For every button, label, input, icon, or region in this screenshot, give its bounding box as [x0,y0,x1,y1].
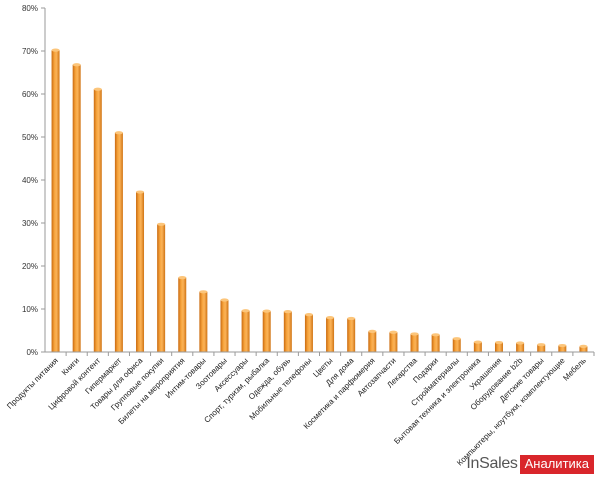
bar-cap [199,290,208,294]
bar-cap [262,309,271,313]
bar [347,318,356,352]
bar [72,64,81,352]
bar-cap [431,333,440,337]
bar [558,345,567,352]
bar-cap [579,344,588,349]
y-tick-label: 30% [22,219,38,228]
bar-cap [452,337,461,341]
bar-cap [368,329,377,333]
y-tick-label: 50% [22,133,38,142]
bars [51,48,588,353]
bar [452,338,461,352]
bar [199,291,208,352]
bar-cap [93,87,102,91]
bar-cap [283,309,292,314]
bar-cap [114,131,123,135]
bar [136,192,145,352]
bar [389,332,398,352]
bar-cap [347,316,356,321]
bar-cap [326,316,335,320]
bar-cap [537,343,546,347]
insales-analytics-logo: InSales Аналитика [466,454,594,474]
bar-cap [178,276,187,280]
bar [283,311,292,352]
bar-cap [410,332,419,336]
y-tick-label: 40% [22,176,38,185]
y-tick-label: 60% [22,90,38,99]
bar-cap [494,340,503,345]
bar-cap [72,63,81,67]
bar [537,344,546,352]
y-tick-label: 70% [22,47,38,56]
bar-cap [304,312,313,317]
bar [114,132,123,352]
x-category-label: Мебель [561,356,588,383]
brand-label: Аналитика [519,454,594,474]
bar-cap [558,343,567,348]
bar [157,224,166,352]
bar-cap [220,298,229,302]
y-tick-label: 10% [22,305,38,314]
bar [326,317,335,352]
bar [51,50,60,352]
bar [473,342,482,352]
bar-cap [157,222,166,226]
bar [579,346,588,352]
bar-cap [516,341,525,345]
y-axis: 0% 10% 20% 30% 40% 50% 60% 70% 80% [22,4,46,357]
y-tick-label: 20% [22,262,38,271]
bar [262,311,271,352]
bar [368,331,377,352]
y-tick-label: 0% [26,348,38,357]
bar-cap [473,340,482,344]
bar [220,299,229,352]
bar-cap [389,330,398,334]
bar [93,89,102,353]
bar-cap [241,309,250,313]
bar-cap [51,48,60,52]
bar [431,334,440,352]
bar-cap [136,190,145,194]
bar [241,310,250,352]
bar [304,314,313,352]
bar [410,333,419,352]
bar [494,342,503,352]
bar [178,277,187,352]
bar [516,342,525,352]
y-tick-label: 80% [22,4,38,13]
brand-prefix: InSales [466,455,518,472]
